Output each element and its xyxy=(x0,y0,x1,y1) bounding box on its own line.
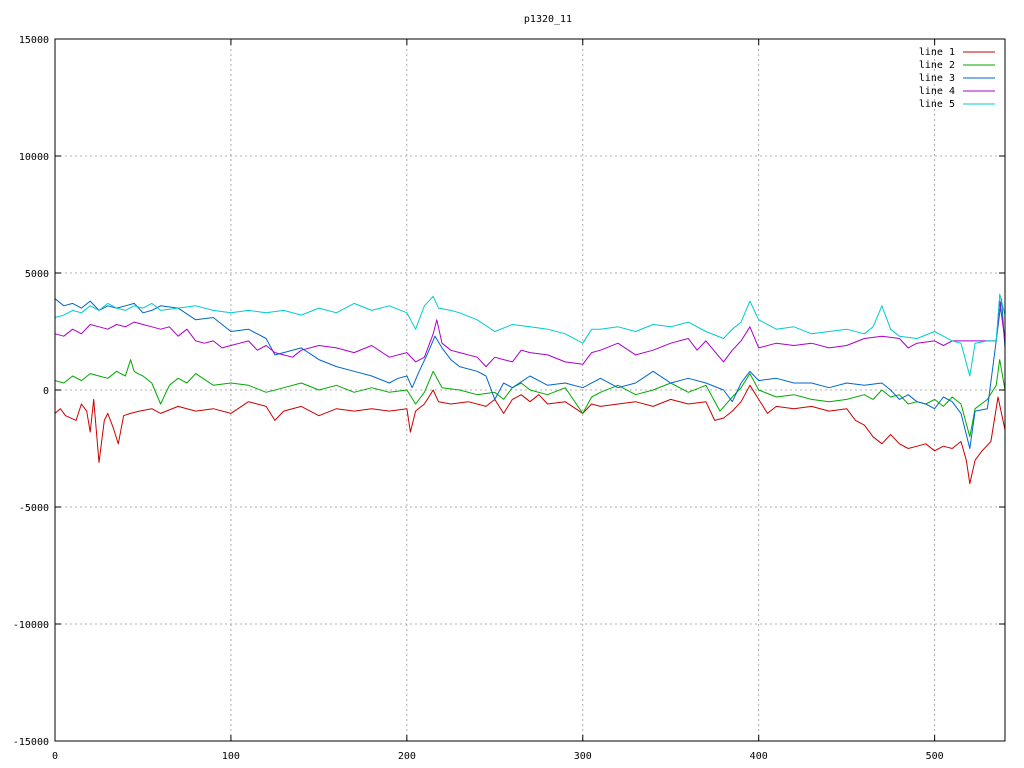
x-tick-label: 300 xyxy=(574,751,592,762)
legend-label-1: line 1 xyxy=(919,47,955,58)
x-tick-label: 100 xyxy=(222,751,240,762)
y-tick-label: 15000 xyxy=(19,35,49,46)
x-tick-label: 200 xyxy=(398,751,416,762)
x-tick-label: 400 xyxy=(750,751,768,762)
legend-label-2: line 2 xyxy=(919,60,955,71)
y-tick-label: -15000 xyxy=(13,737,49,748)
series-line-3 xyxy=(54,298,1006,449)
legend-label-5: line 5 xyxy=(919,99,955,110)
series-line-5 xyxy=(54,293,1006,377)
grid xyxy=(55,39,1005,741)
axis-ticks: -15000 -10000 -5000 0 5000 10000 15000 0 100 200 3… xyxy=(13,35,1005,762)
legend-label-4: line 4 xyxy=(919,86,955,97)
y-tick-label: 0 xyxy=(43,386,49,397)
y-tick-label: -5000 xyxy=(19,503,49,514)
x-tick-label: 0 xyxy=(52,751,58,762)
series-line-4 xyxy=(54,300,1006,368)
y-tick-label: 5000 xyxy=(25,269,49,280)
series-line-2 xyxy=(54,359,1006,438)
legend-label-3: line 3 xyxy=(919,73,955,84)
x-tick-label: 500 xyxy=(926,751,944,762)
chart-title: p1320_11 xyxy=(524,14,572,25)
legend: line 1 line 2 line 3 line 4 line 5 xyxy=(919,47,995,110)
y-tick-label: 10000 xyxy=(19,152,49,163)
series-lines xyxy=(54,293,1006,485)
series-line-1 xyxy=(54,384,1006,485)
y-tick-label: -10000 xyxy=(13,620,49,631)
